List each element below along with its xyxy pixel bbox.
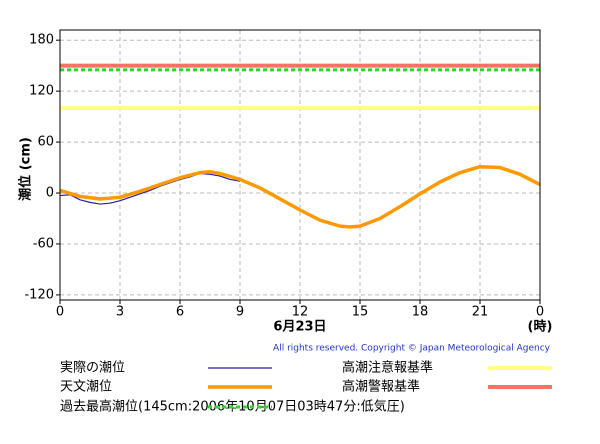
x-unit: (時) (528, 319, 553, 335)
x-tick-label: 0 (56, 305, 64, 320)
y-tick-label: 60 (37, 135, 54, 150)
series-line (59, 172, 241, 205)
x-tick-label: 3 (116, 305, 124, 320)
legend-label: 実際の潮位 (60, 360, 125, 376)
x-tick-label: 12 (292, 305, 309, 320)
copyright: All rights reserved. Copyright © Japan M… (273, 344, 551, 354)
x-tick-label: 0 (536, 305, 544, 320)
legend-label: 高潮注意報基準 (342, 360, 433, 376)
y-tick-label: -60 (33, 236, 54, 251)
plot-frame (59, 29, 541, 301)
x-axis-label: 6月23日 (273, 320, 326, 335)
series-line (59, 164, 541, 229)
legend-label: 天文潮位 (60, 380, 112, 395)
y-tick-label: 0 (46, 186, 54, 201)
y-tick-label: 120 (29, 84, 54, 99)
x-tick-label: 18 (412, 305, 429, 320)
x-tick-label: 9 (236, 305, 244, 320)
x-tick-label: 21 (472, 305, 489, 320)
x-tick-label: 6 (176, 305, 184, 320)
y-tick-label: 180 (29, 33, 54, 48)
y-axis-label: 潮位 (cm) (18, 137, 34, 201)
x-tick-label: 15 (352, 305, 369, 320)
legend-label: 高潮警報基準 (342, 379, 420, 395)
y-tick-label: -120 (24, 287, 54, 302)
